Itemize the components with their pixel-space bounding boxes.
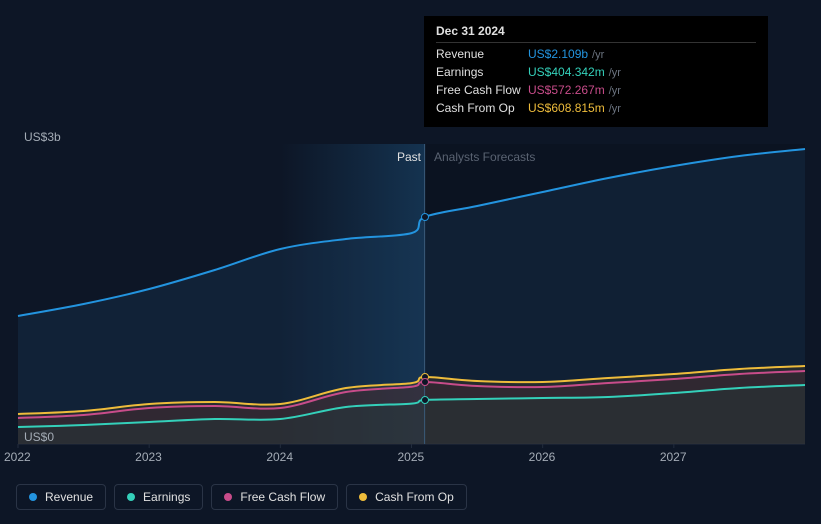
x-axis-tick-label: 2022 xyxy=(4,450,31,464)
tooltip-row-label: Free Cash Flow xyxy=(436,83,528,97)
tooltip-row-unit: /yr xyxy=(609,67,621,79)
tooltip: Dec 31 2024 RevenueUS$2.109b/yrEarningsU… xyxy=(424,16,768,127)
tooltip-row-unit: /yr xyxy=(592,49,604,61)
legend-label: Revenue xyxy=(45,490,93,504)
tooltip-row-unit: /yr xyxy=(609,103,621,115)
legend-swatch-icon xyxy=(359,493,367,501)
tooltip-row: Free Cash FlowUS$572.267m/yr xyxy=(436,83,756,101)
series-marker-revenue xyxy=(421,213,429,221)
x-axis-tick-label: 2027 xyxy=(660,450,687,464)
chart-container: Past Analysts Forecasts Dec 31 2024 Reve… xyxy=(0,0,821,524)
tooltip-row-label: Cash From Op xyxy=(436,101,528,115)
legend: Revenue Earnings Free Cash Flow Cash From O… xyxy=(16,484,467,510)
tooltip-row-label: Earnings xyxy=(436,65,528,79)
legend-label: Cash From Op xyxy=(375,490,454,504)
legend-swatch-icon xyxy=(127,493,135,501)
tooltip-row-unit: /yr xyxy=(609,85,621,97)
legend-swatch-icon xyxy=(224,493,232,501)
tooltip-row: Cash From OpUS$608.815m/yr xyxy=(436,101,756,119)
tooltip-row-value: US$404.342m xyxy=(528,65,605,79)
tooltip-row-value: US$2.109b xyxy=(528,47,588,61)
x-axis-tick-label: 2026 xyxy=(529,450,556,464)
forecast-label: Analysts Forecasts xyxy=(434,150,535,164)
series-marker-earnings xyxy=(421,396,429,404)
legend-item-free_cash_flow[interactable]: Free Cash Flow xyxy=(211,484,338,510)
past-label: Past xyxy=(397,150,421,164)
tooltip-row: EarningsUS$404.342m/yr xyxy=(436,65,756,83)
series-marker-free_cash_flow xyxy=(421,378,429,386)
legend-item-revenue[interactable]: Revenue xyxy=(16,484,106,510)
legend-label: Free Cash Flow xyxy=(240,490,325,504)
legend-item-cash_from_op[interactable]: Cash From Op xyxy=(346,484,467,510)
y-axis-tick-label: US$3b xyxy=(24,130,61,144)
x-axis-tick-label: 2025 xyxy=(398,450,425,464)
tooltip-row-value: US$608.815m xyxy=(528,101,605,115)
tooltip-date: Dec 31 2024 xyxy=(436,24,756,43)
x-axis-tick-label: 2024 xyxy=(266,450,293,464)
tooltip-row-value: US$572.267m xyxy=(528,83,605,97)
legend-swatch-icon xyxy=(29,493,37,501)
y-axis-tick-label: US$0 xyxy=(24,430,54,444)
legend-item-earnings[interactable]: Earnings xyxy=(114,484,203,510)
tooltip-row: RevenueUS$2.109b/yr xyxy=(436,47,756,65)
x-axis-tick-label: 2023 xyxy=(135,450,162,464)
tooltip-row-label: Revenue xyxy=(436,47,528,61)
legend-label: Earnings xyxy=(143,490,190,504)
